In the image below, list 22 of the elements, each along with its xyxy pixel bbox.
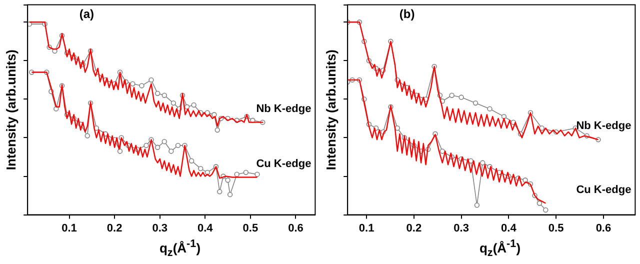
chart-title: (a) — [79, 7, 94, 22]
x-tick-label: 0.3 — [152, 222, 168, 234]
x-tick-label: 0.6 — [288, 222, 304, 234]
x-tick-label: 0.4 — [197, 222, 214, 234]
series-label: Cu K-edge — [256, 158, 312, 170]
x-tick-label: 0.5 — [548, 222, 564, 234]
series-label: Nb K-edge — [256, 102, 312, 115]
x-tick-label: 0.2 — [406, 222, 422, 234]
x-tick-label: 0.5 — [242, 222, 258, 234]
y-axis-title: Intensity (arb.units) — [323, 49, 338, 170]
x-axis-title: q$_{z}$(Å$^{-1}$) — [158, 238, 202, 259]
x-tick-label: 0.6 — [596, 222, 612, 234]
chart-title: (b) — [399, 7, 415, 22]
x-tick-label: 0.4 — [501, 222, 518, 234]
x-tick-label: 0.1 — [62, 222, 77, 234]
text: Cu K-edge — [576, 184, 632, 196]
x-axis-title: q$_{z}$(Å$^{-1}$) — [478, 238, 522, 259]
y-axis-title: Intensity (arb.units) — [3, 49, 18, 170]
x-tick-label: 0.2 — [106, 222, 122, 234]
series-label: Nb K-edge — [576, 120, 632, 132]
x-tick-label: 0.1 — [358, 222, 374, 234]
x-tick-label: 0.3 — [454, 222, 469, 234]
